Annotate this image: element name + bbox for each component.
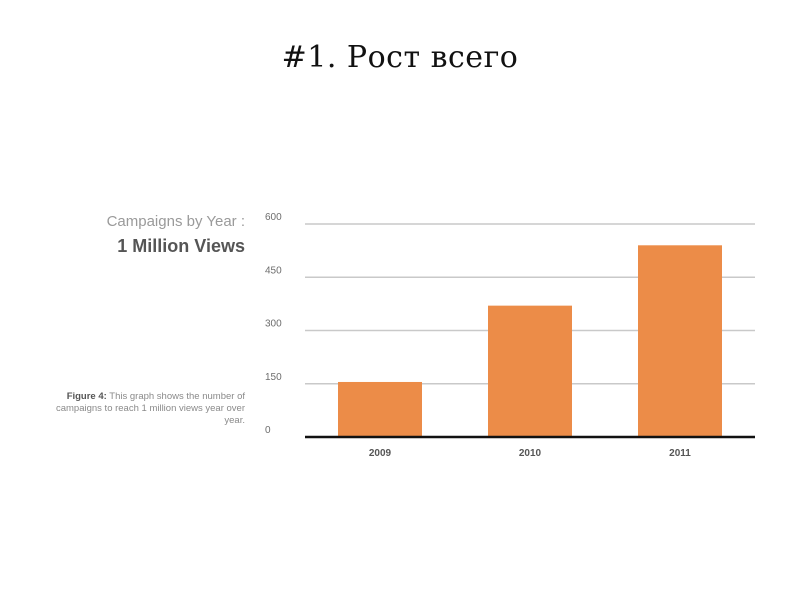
- y-tick-label: 150: [265, 372, 282, 383]
- y-tick-label: 0: [265, 425, 271, 436]
- figure-note: Figure 4: This graph shows the number of…: [40, 391, 245, 427]
- chart-caption: Campaigns by Year : 1 Million Views: [40, 212, 245, 259]
- caption-subheading: 1 Million Views: [117, 236, 245, 256]
- x-tick-label: 2010: [519, 448, 542, 459]
- y-tick-label: 600: [265, 212, 282, 223]
- bar: [338, 381, 422, 437]
- y-tick-label: 450: [265, 265, 282, 276]
- slide-title: #1. Рост всего: [281, 40, 519, 75]
- y-tick-label: 300: [265, 319, 282, 330]
- bar: [488, 305, 572, 437]
- bar-chart: 0 150 300 450 600 2009 2010 2011: [265, 212, 755, 459]
- bar: [638, 245, 722, 437]
- x-tick-label: 2009: [369, 448, 392, 459]
- figure-label: Figure 4:: [66, 391, 107, 402]
- figure-description: This graph shows the number of campaigns…: [55, 391, 245, 426]
- caption-heading: Campaigns by Year :: [106, 213, 245, 230]
- x-tick-label: 2011: [669, 448, 691, 459]
